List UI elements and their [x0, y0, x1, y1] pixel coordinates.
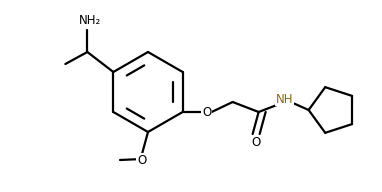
Text: O: O — [138, 153, 147, 166]
Text: NH: NH — [276, 93, 293, 105]
Text: O: O — [202, 105, 211, 118]
Text: NH₂: NH₂ — [79, 13, 102, 26]
Text: O: O — [251, 137, 260, 150]
